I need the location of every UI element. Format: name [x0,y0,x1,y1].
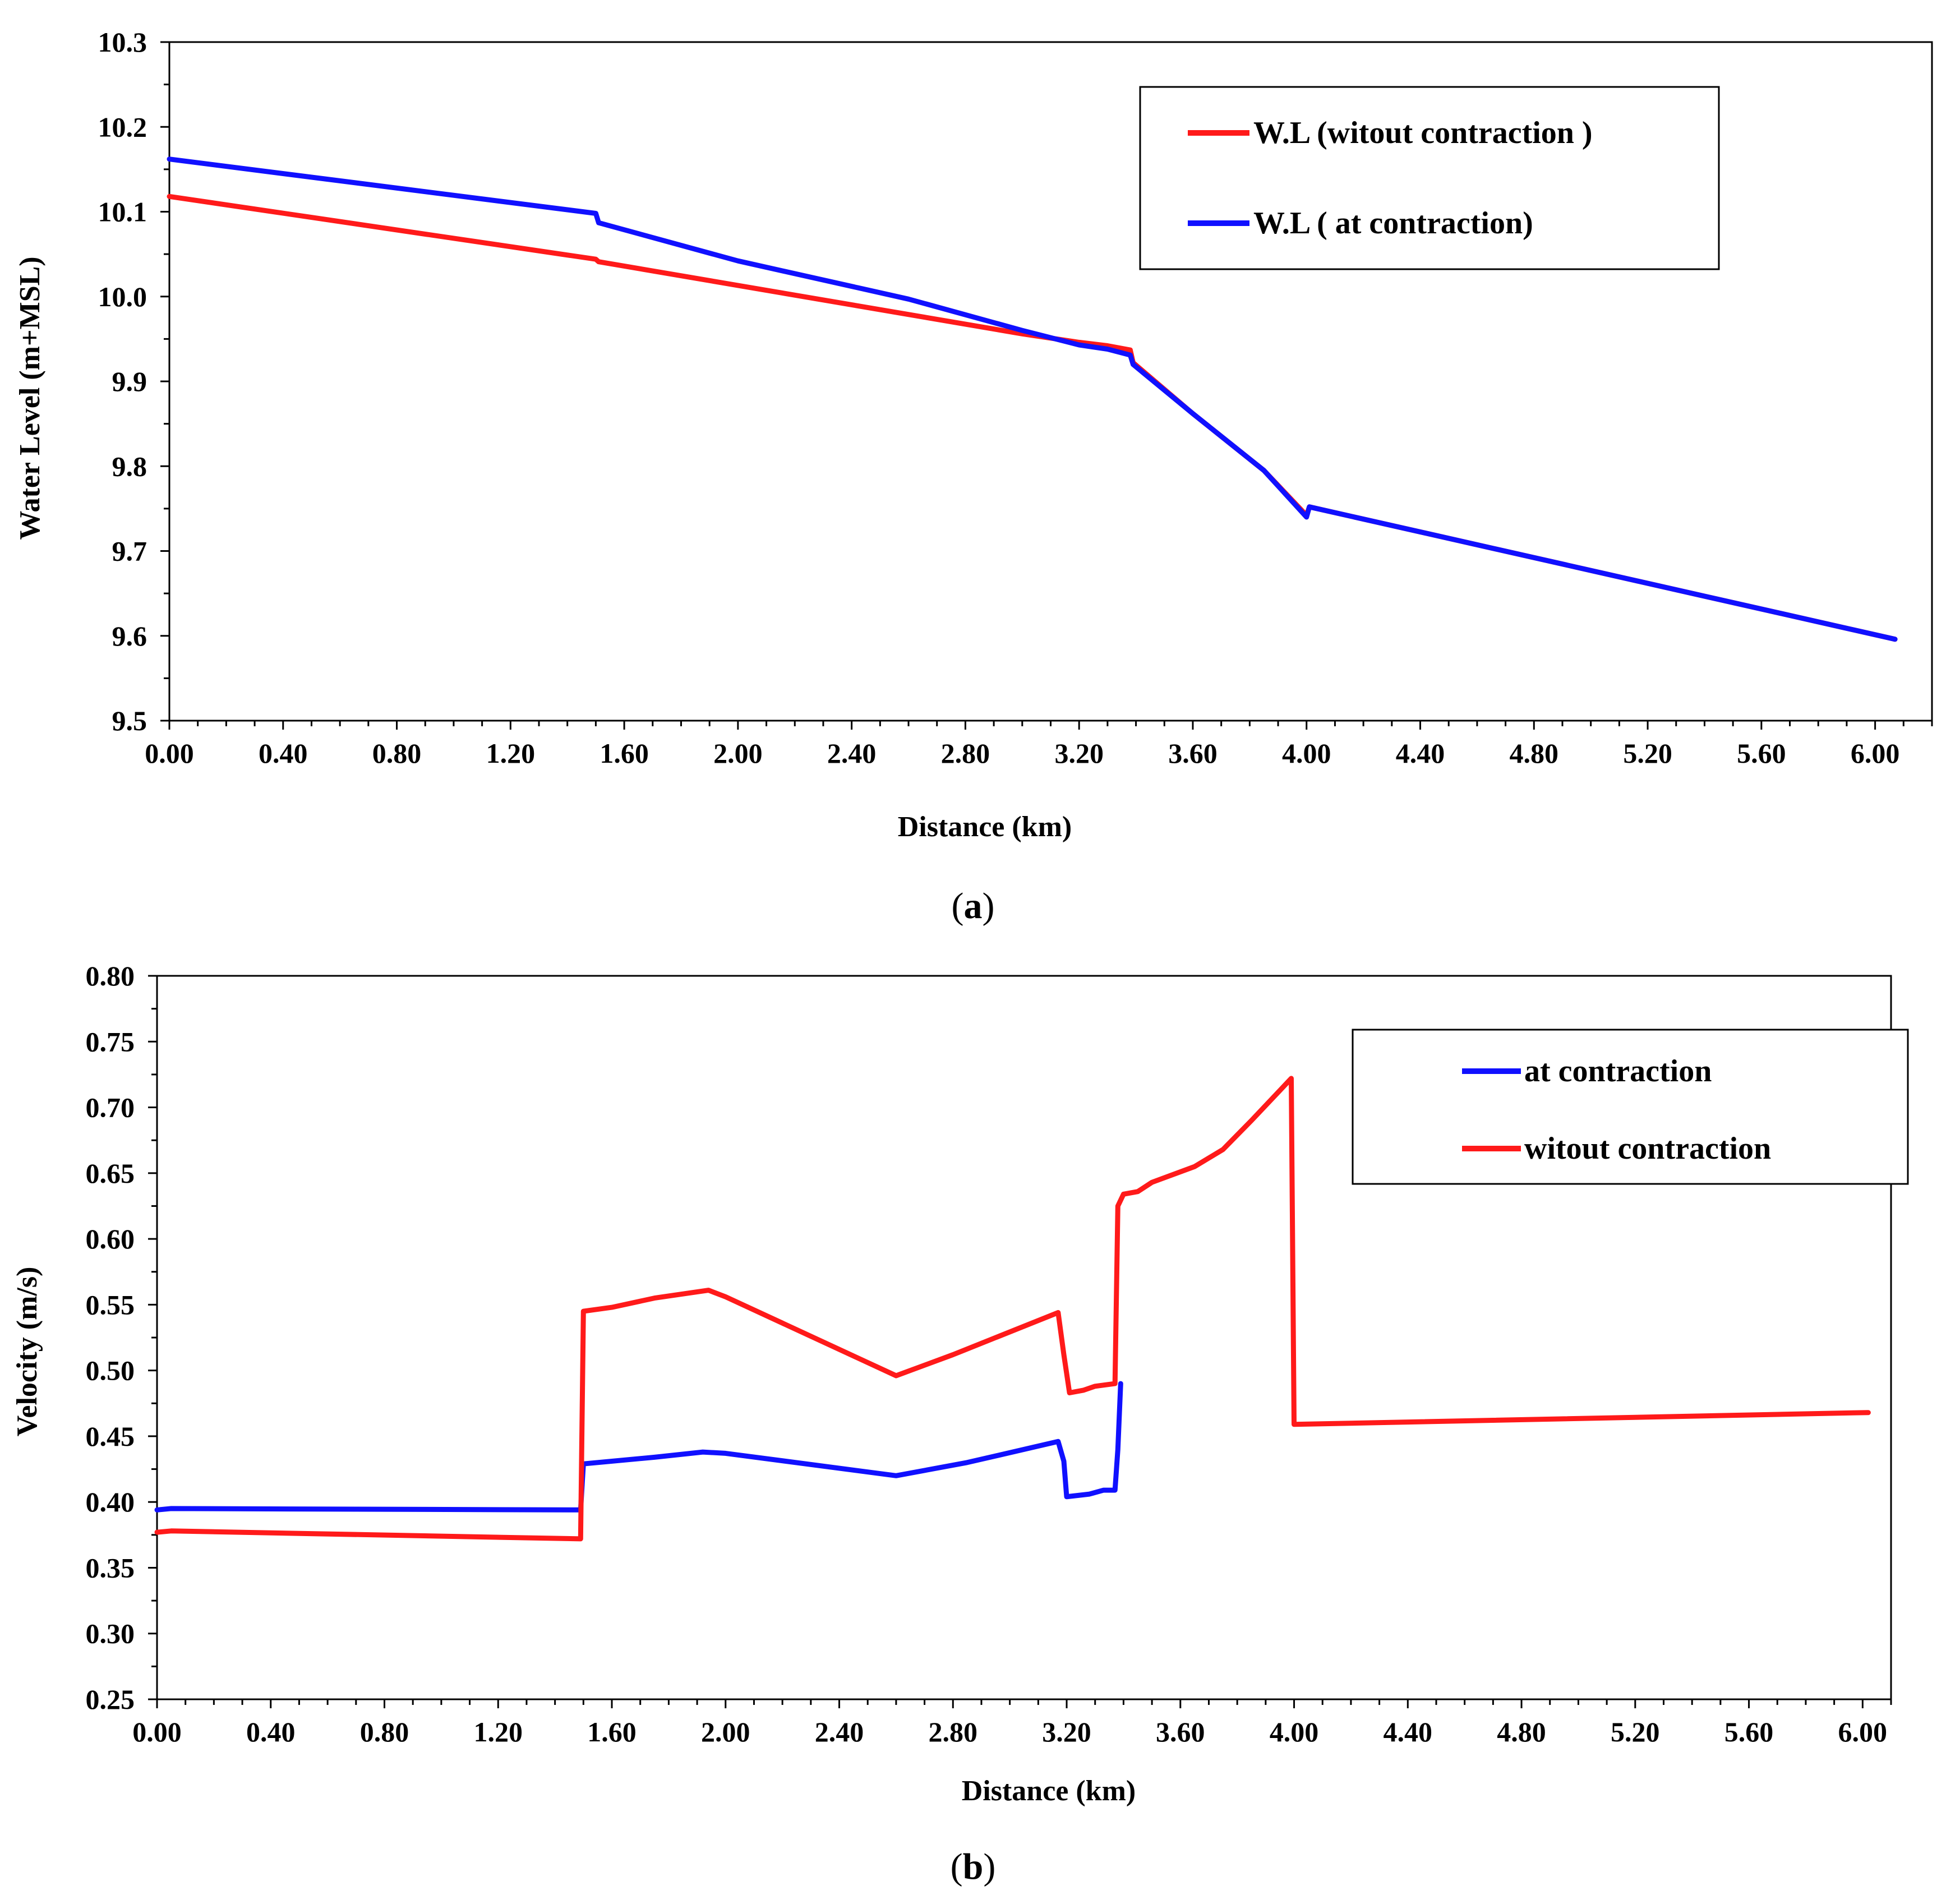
x-tick-label: 2.80 [941,737,990,769]
x-tick-label: 0.00 [132,1716,182,1748]
chart-b-axes: 0.00 0.40 0.80 1.20 1.60 2.00 2.40 2.80 3.20 3.60… [86,960,1892,1748]
y-tick-label: 9.6 [112,620,147,652]
x-tick-label: 2.40 [815,1716,864,1748]
legend-label-witout-contraction: witout contraction [1524,1131,1771,1166]
x-tick-label: 0.40 [259,737,308,769]
x-tick-label: 5.60 [1724,1716,1774,1748]
x-tick-label: 5.60 [1737,737,1786,769]
x-tick-label: 1.60 [600,737,649,769]
x-tick-label: 3.60 [1168,737,1218,769]
y-tick-label: 0.60 [86,1223,135,1255]
x-tick-label: 5.20 [1611,1716,1660,1748]
x-tick-label: 0.80 [372,737,422,769]
y-tick-label: 0.50 [86,1355,135,1386]
legend-label-at-contraction: at contraction [1524,1054,1712,1089]
velocity-chart: 0.00 0.40 0.80 1.20 1.60 2.00 2.40 2.80 3.20 3.60… [11,960,1909,1887]
x-tick-label: 4.80 [1497,1716,1546,1748]
y-tick-label: 10.1 [98,196,147,228]
x-tick-label: 4.00 [1282,737,1331,769]
y-tick-label: 0.40 [86,1486,135,1518]
x-tick-label: 4.40 [1396,737,1445,769]
x-tick-label: 2.00 [701,1716,750,1748]
y-tick-label: 0.65 [86,1158,135,1189]
legend-box [1139,86,1720,270]
chart-a-series [167,156,1898,642]
chart-a-legend: W.L (witout contraction ) W.L ( at contr… [1139,86,1720,270]
x-tick-label: 0.00 [145,737,194,769]
x-tick-label: 3.60 [1156,1716,1205,1748]
chart-b-series [154,1076,1871,1542]
y-tick-label: 10.3 [98,26,147,58]
water-level-chart: 0.00 0.40 0.80 1.20 1.60 2.00 2.40 2.80 3.20 3.60… [14,26,1933,926]
y-tick-label: 0.70 [86,1092,135,1123]
x-tick-label: 3.20 [1054,737,1104,769]
caption-b: (b) [951,1846,996,1887]
legend-box [1352,1029,1909,1185]
x-axis-title: Distance (km) [898,811,1072,843]
y-tick-label: 9.5 [112,705,147,736]
y-tick-label: 0.80 [86,960,135,992]
y-tick-label: 0.25 [86,1684,135,1715]
x-tick-label: 0.80 [360,1716,409,1748]
x-tick-label: 3.20 [1042,1716,1091,1748]
y-tick-label: 10.0 [98,281,147,312]
x-axis-title: Distance (km) [962,1775,1136,1807]
caption-a-letter: a [964,886,983,926]
x-tick-label: 4.40 [1384,1716,1433,1748]
caption-a: (a) [952,886,995,926]
y-tick-label: 0.30 [86,1618,135,1649]
x-tick-label: 4.80 [1510,737,1559,769]
chart-b-legend: at contraction witout contraction [1352,1029,1909,1185]
x-tick-label: 2.40 [827,737,877,769]
y-tick-label: 0.55 [86,1289,135,1320]
x-tick-label: 2.80 [929,1716,978,1748]
y-tick-label: 9.9 [112,366,147,397]
x-tick-label: 1.20 [486,737,536,769]
series-line-witout-contraction [154,1076,1871,1542]
y-tick-label: 0.75 [86,1026,135,1057]
x-tick-label: 4.00 [1270,1716,1319,1748]
y-tick-label: 0.35 [86,1552,135,1583]
y-tick-label: 0.45 [86,1421,135,1452]
caption-b-letter: b [963,1846,984,1887]
y-tick-label: 9.8 [112,450,147,482]
x-tick-label: 1.60 [587,1716,637,1748]
x-tick-label: 0.40 [246,1716,296,1748]
series-line-at-contraction [154,1381,1123,1513]
y-tick-label: 9.7 [112,536,147,567]
series-line-w-l-at-contraction [167,156,1898,642]
x-tick-label: 6.00 [1851,737,1900,769]
legend-label-at-contraction: W.L ( at contraction) [1253,206,1533,241]
y-axis-title: Water Level (m+MSL) [14,256,46,540]
x-tick-label: 6.00 [1838,1716,1888,1748]
y-tick-label: 10.2 [98,111,147,142]
legend-label-witout-contraction: W.L (witout contraction ) [1253,116,1593,150]
x-tick-label: 1.20 [474,1716,523,1748]
x-tick-label: 2.00 [713,737,763,769]
chart-panel-b: 0.00 0.40 0.80 1.20 1.60 2.00 2.40 2.80 3.20 3.60… [0,953,1946,1904]
y-axis-title: Velocity (m/s) [11,1267,43,1437]
chart-a-axes: 0.00 0.40 0.80 1.20 1.60 2.00 2.40 2.80 3.20 3.60… [98,26,1933,769]
chart-panel-a: 0.00 0.40 0.80 1.20 1.60 2.00 2.40 2.80 3.20 3.60… [14,26,1933,926]
x-tick-label: 5.20 [1623,737,1672,769]
